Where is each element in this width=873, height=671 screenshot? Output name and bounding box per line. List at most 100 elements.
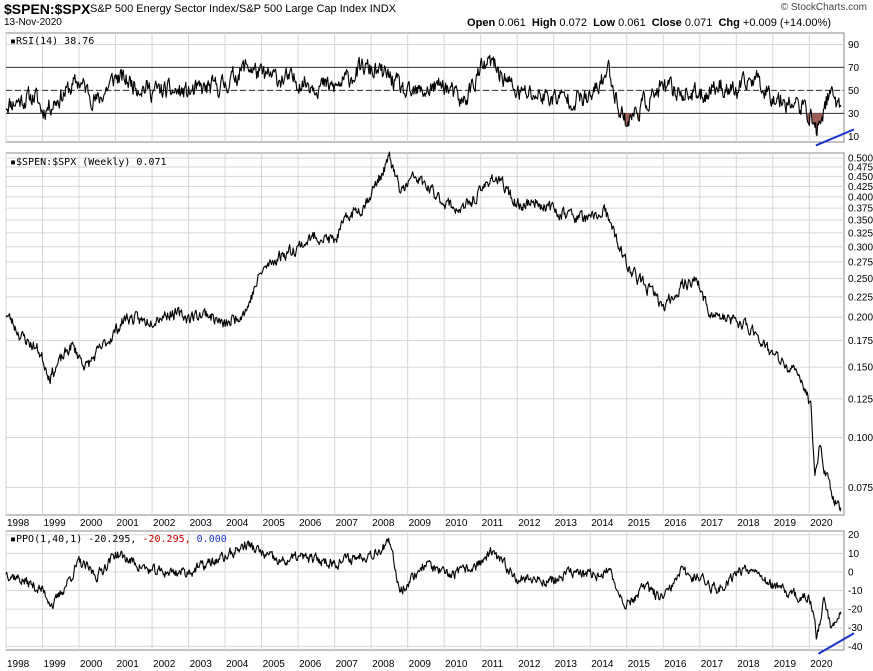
price-ytick-label: 0.450	[848, 172, 873, 183]
price-frame	[5, 152, 845, 516]
price-xtick-2013: 2013	[555, 518, 578, 529]
ppo-ytick-label: -20	[848, 605, 863, 616]
price-xtick-2020: 2020	[810, 518, 833, 529]
price-xtick-1998: 1998	[7, 518, 30, 529]
ppo-histogram-value: 0.000	[197, 534, 227, 545]
chart-header: $SPEN:$SPX S&P 500 Energy Sector Index/S…	[0, 0, 873, 30]
price-ytick-label: 0.325	[848, 228, 873, 239]
ppo-xtick-2012: 2012	[518, 659, 541, 670]
price-xtick-2008: 2008	[372, 518, 395, 529]
price-xtick-2007: 2007	[336, 518, 359, 529]
ppo-xtick-2020: 2020	[810, 659, 833, 670]
price-ytick-label: 0.250	[848, 274, 873, 285]
price-xtick-2005: 2005	[263, 518, 286, 529]
ppo-ytick-label: 0	[848, 567, 854, 578]
price-xtick-2016: 2016	[664, 518, 687, 529]
price-xtick-2000: 2000	[80, 518, 103, 529]
price-ytick-label: 0.425	[848, 182, 873, 193]
price-xtick-1999: 1999	[44, 518, 67, 529]
rsi-ytick-label: 10	[848, 132, 860, 143]
ppo-ytick-label: 10	[848, 549, 860, 560]
price-xtick-2011: 2011	[482, 518, 504, 529]
brand-logo: © StockCharts.com	[780, 2, 867, 13]
ppo-xtick-2004: 2004	[226, 659, 249, 670]
price-ytick-label: 0.350	[848, 216, 873, 227]
price-ytick-label: 0.075	[848, 483, 873, 494]
ppo-label-value: -20.295,	[88, 534, 142, 545]
ohlc-stats: Open 0.061 High 0.072 Low 0.061 Close 0.…	[467, 17, 831, 29]
ppo-xtick-2015: 2015	[628, 659, 651, 670]
ppo-xtick-2008: 2008	[372, 659, 395, 670]
price-xtick-2014: 2014	[591, 518, 614, 529]
price-ytick-label: 0.150	[848, 363, 873, 374]
ppo-xtick-2014: 2014	[591, 659, 614, 670]
rsi-panel	[5, 32, 845, 143]
open-value: 0.061	[498, 17, 526, 29]
ppo-xtick-2001: 2001	[117, 659, 140, 670]
ppo-label: ▪PPO(1,40,1) -20.295, -20.295, 0.000	[10, 534, 227, 545]
rsi-ytick-label: 50	[848, 86, 860, 97]
ppo-ytick-label: -30	[848, 623, 863, 634]
ppo-series-line	[5, 537, 842, 640]
price-ytick-label: 0.475	[848, 163, 873, 174]
high-value: 0.072	[559, 17, 587, 29]
ppo-xtick-2003: 2003	[190, 659, 213, 670]
price-ytick-label: 0.225	[848, 292, 873, 303]
ppo-xtick-2006: 2006	[299, 659, 322, 670]
chart-date: 13-Nov-2020	[4, 17, 62, 28]
open-label: Open	[467, 17, 496, 29]
high-label: High	[531, 17, 557, 29]
price-ytick-label: 0.200	[848, 313, 873, 324]
rsi-ytick-label: 90	[848, 40, 860, 51]
description-text: S&P 500 Energy Sector Index/S&P 500 Larg…	[90, 3, 367, 15]
ppo-xtick-2016: 2016	[664, 659, 687, 670]
rsi-series-line	[5, 54, 842, 137]
rsi-ytick-label: 30	[848, 109, 860, 120]
ppo-ytick-label: 20	[848, 530, 860, 541]
ppo-xtick-2002: 2002	[153, 659, 176, 670]
price-xtick-2009: 2009	[409, 518, 432, 529]
chg-label: Chg	[718, 17, 740, 29]
rsi-label: ▪RSI(14) 38.76	[10, 36, 94, 47]
price-xtick-2003: 2003	[190, 518, 213, 529]
symbol-description: S&P 500 Energy Sector Index/S&P 500 Larg…	[90, 3, 396, 15]
ppo-xtick-2013: 2013	[555, 659, 578, 670]
close-value: 0.071	[684, 17, 713, 29]
ppo-label-prefix: ▪PPO(1,40,1)	[10, 534, 88, 545]
ppo-xtick-2007: 2007	[336, 659, 359, 670]
rsi-trendline	[815, 128, 855, 147]
price-xtick-2017: 2017	[701, 518, 724, 529]
price-panel	[5, 152, 845, 516]
price-ytick-label: 0.125	[848, 394, 873, 405]
ppo-ytick-label: -40	[848, 642, 863, 653]
price-xtick-2012: 2012	[518, 518, 541, 529]
price-xtick-2004: 2004	[226, 518, 249, 529]
ppo-signal-value: -20.295,	[142, 534, 196, 545]
symbol-title: $SPEN:$SPX	[4, 1, 91, 17]
ppo-xtick-1999: 1999	[44, 659, 67, 670]
price-label: ▪$SPEN:$SPX (Weekly) 0.071	[10, 157, 167, 168]
exchange-text: INDX	[369, 3, 396, 15]
low-label: Low	[593, 17, 616, 29]
price-xtick-2001: 2001	[117, 518, 140, 529]
ppo-xtick-2018: 2018	[737, 659, 760, 670]
ppo-xtick-2005: 2005	[263, 659, 286, 670]
price-ytick-label: 0.175	[848, 336, 873, 347]
ppo-xtick-1998: 1998	[7, 659, 30, 670]
chg-value: +0.009 (+14.00%)	[742, 17, 831, 29]
price-xtick-2019: 2019	[774, 518, 797, 529]
price-xtick-2018: 2018	[737, 518, 760, 529]
ppo-ytick-label: -10	[848, 586, 863, 597]
price-xtick-2010: 2010	[445, 518, 468, 529]
ppo-xtick-2000: 2000	[80, 659, 103, 670]
ppo-xtick-2011: 2011	[482, 659, 504, 670]
price-ytick-label: 0.400	[848, 192, 873, 203]
close-label: Close	[651, 17, 682, 29]
price-ytick-label: 0.275	[848, 257, 873, 268]
price-xtick-2006: 2006	[299, 518, 322, 529]
price-xtick-2002: 2002	[153, 518, 176, 529]
rsi-frame	[5, 32, 845, 143]
price-series-line	[5, 151, 842, 512]
ppo-xtick-2019: 2019	[774, 659, 797, 670]
